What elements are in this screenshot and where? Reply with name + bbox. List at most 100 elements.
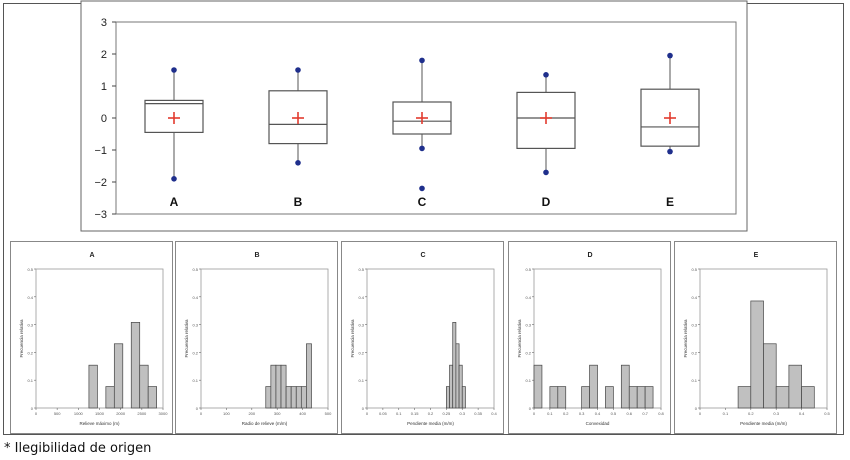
x-tick-label: 0.5 [824,411,830,416]
histogram-title: B [254,252,259,259]
box-e [640,52,700,155]
box-c [392,57,452,192]
histogram-bar [581,386,590,409]
y-tick-label: −3 [94,209,107,221]
y-tick-label: 0.1 [525,378,531,383]
histogram-panel-c: C 0 0.1 0.2 0.3 0.4 0.5 0 0.05 0.1 0.15 0.2 0.25 0.3 0… [341,241,504,434]
x-tick-label: 0.2 [428,411,434,416]
y-tick-label: 0.1 [192,378,198,383]
whisker-max-marker [295,67,301,73]
whisker-min-marker [419,145,425,152]
x-tick-label: 0.5 [611,411,617,416]
y-tick-label: 0.4 [691,295,697,300]
y-tick-label: 0 [196,406,199,411]
x-tick-label: 300 [274,411,281,416]
histogram-bar [130,322,141,409]
category-label: A [170,195,179,209]
y-tick-label: 0.2 [192,350,198,355]
x-tick-label: 0.3 [459,411,465,416]
histogram-bar [105,386,115,409]
histogram-bar [290,386,297,409]
histogram-panel-b: B 0 0.1 0.2 0.3 0.4 0.5 0 100 200 300 400 500 Radio d… [175,241,338,434]
y-axis-label: Frecuencia relativa [19,319,24,358]
x-tick-label: 0.8 [658,411,664,416]
histogram-bar [300,386,307,409]
y-tick-label: 0.5 [691,267,697,272]
histogram-bar [628,386,638,409]
y-tick-label: 0.5 [525,267,531,272]
whisker-min-marker [171,176,177,182]
y-tick-label: 0.3 [358,323,364,328]
histogram-title: A [89,252,94,259]
histogram-bar [275,364,282,409]
histogram-bar [280,364,287,409]
histogram-bar [636,386,646,409]
x-tick-label: 1500 [95,411,105,416]
x-tick-label: 0.2 [563,411,569,416]
y-tick-label: 0.1 [27,378,33,383]
histogram-bar [461,386,466,409]
x-tick-label: 0.4 [595,411,601,416]
histogram-panel-e: E 0 0.1 0.2 0.3 0.4 0.5 0 0.1 0.2 0.3 0.4 0.5 Pendien… [674,241,837,434]
y-tick-label: 1 [101,81,107,93]
x-tick-label: 0.4 [491,411,497,416]
x-tick-label: 500 [325,411,332,416]
y-tick-label: 0 [362,406,365,411]
y-tick-label: 0 [529,406,532,411]
x-axis-label: Pendiente media (m/m) [407,421,454,426]
x-tick-label: 500 [54,411,61,416]
histogram-bar [557,386,567,409]
category-label: C [418,195,427,209]
histogram-plot-area [366,268,495,409]
x-tick-label: 0.05 [379,411,388,416]
histogram-c: C 0 0.1 0.2 0.3 0.4 0.5 0 0.05 0.1 0.15 0.2 0.25 0.3 0… [350,252,498,426]
histogram-bar [285,386,292,409]
y-tick-label: −1 [94,145,107,157]
x-tick-label: 400 [299,411,306,416]
y-tick-label: 0.2 [691,350,697,355]
histogram-bar [88,364,98,409]
histogram-bar [801,386,815,409]
x-tick-label: 0.15 [411,411,420,416]
histogram-bar [589,364,598,409]
histogram-bar [449,364,454,409]
histogram-e: E 0 0.1 0.2 0.3 0.4 0.5 0 0.1 0.2 0.3 0.4 0.5 Pendien… [683,252,831,426]
histogram-bar [446,386,450,409]
histogram-bar [139,364,149,409]
box-a [144,67,204,182]
box-d [516,72,576,176]
y-tick-label: 0.5 [27,267,33,272]
y-tick-label: 2 [101,49,107,61]
histogram-bar [549,386,559,409]
x-tick-label: 0 [366,411,369,416]
y-tick-label: 0.4 [525,295,531,300]
y-axis-label: Frecuencia relativa [517,319,522,358]
x-tick-label: 1000 [74,411,84,416]
histogram-panel-a: A 0 0.1 0.2 0.3 0.4 0.5 0 500 1000 1500 2000 2500 300… [10,241,173,434]
x-tick-label: 0 [200,411,203,416]
histogram-bar [644,386,654,409]
x-tick-label: 3000 [159,411,169,416]
y-tick-label: 3 [101,17,107,29]
y-tick-label: 0.5 [358,267,364,272]
x-axis-label: Pendiente media (m/m) [740,421,787,426]
y-axis-label: Frecuencia relativa [683,319,688,358]
histogram-title: D [587,252,592,259]
whisker-max-marker [543,72,549,78]
x-tick-label: 0.6 [626,411,632,416]
whisker-max-marker [419,57,425,64]
y-tick-label: 0 [101,113,107,125]
y-tick-label: 0.3 [691,323,697,328]
box-b [268,67,328,166]
histogram-bar [113,343,124,409]
histogram-bar [458,364,463,409]
x-tick-label: 0.25 [442,411,451,416]
y-tick-label: 0.3 [525,323,531,328]
y-tick-label: −2 [94,177,107,189]
category-label: D [542,195,551,209]
x-tick-label: 0 [35,411,38,416]
y-tick-label: 0 [695,406,698,411]
y-tick-label: 0.2 [525,350,531,355]
y-tick-label: 0.3 [192,323,198,328]
category-label: E [666,195,674,209]
